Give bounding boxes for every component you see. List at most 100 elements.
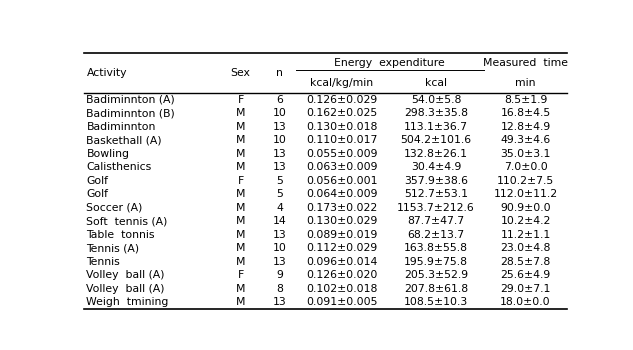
Text: 0.162±0.025: 0.162±0.025 — [306, 108, 378, 118]
Text: M: M — [236, 230, 246, 240]
Text: 16.8±4.5: 16.8±4.5 — [500, 108, 551, 118]
Text: min: min — [515, 78, 536, 88]
Text: 23.0±4.8: 23.0±4.8 — [500, 243, 551, 253]
Text: 10: 10 — [272, 108, 286, 118]
Text: 54.0±5.8: 54.0±5.8 — [411, 95, 461, 105]
Text: 0.126±0.029: 0.126±0.029 — [306, 95, 378, 105]
Text: 90.9±0.0: 90.9±0.0 — [500, 203, 551, 213]
Text: 0.102±0.018: 0.102±0.018 — [306, 284, 378, 294]
Text: Calisthenics: Calisthenics — [87, 162, 152, 172]
Text: 0.064±0.009: 0.064±0.009 — [306, 189, 378, 199]
Text: 10: 10 — [272, 243, 286, 253]
Text: 13: 13 — [273, 297, 286, 307]
Text: 7.0±0.0: 7.0±0.0 — [504, 162, 548, 172]
Text: 13: 13 — [273, 122, 286, 132]
Text: Golf: Golf — [87, 189, 108, 199]
Text: Weigh  tmining: Weigh tmining — [87, 297, 169, 307]
Text: 195.9±75.8: 195.9±75.8 — [404, 257, 468, 267]
Text: 298.3±35.8: 298.3±35.8 — [404, 108, 468, 118]
Text: 5: 5 — [276, 189, 283, 199]
Text: Table  tonnis: Table tonnis — [87, 230, 155, 240]
Text: Measured  time: Measured time — [483, 58, 568, 68]
Text: 11.2±1.1: 11.2±1.1 — [500, 230, 551, 240]
Text: 5: 5 — [276, 176, 283, 186]
Text: M: M — [236, 216, 246, 226]
Text: 9: 9 — [276, 270, 283, 280]
Text: M: M — [236, 122, 246, 132]
Text: kcal: kcal — [425, 78, 447, 88]
Text: 18.0±0.0: 18.0±0.0 — [500, 297, 551, 307]
Text: 0.063±0.009: 0.063±0.009 — [306, 162, 378, 172]
Text: Badiminnton (A): Badiminnton (A) — [87, 95, 175, 105]
Text: n: n — [276, 68, 283, 78]
Text: F: F — [237, 270, 244, 280]
Text: 29.0±7.1: 29.0±7.1 — [500, 284, 551, 294]
Text: Badiminnton: Badiminnton — [87, 122, 156, 132]
Text: Badiminnton (B): Badiminnton (B) — [87, 108, 175, 118]
Text: 0.130±0.029: 0.130±0.029 — [306, 216, 378, 226]
Text: 4: 4 — [276, 203, 283, 213]
Text: 35.0±3.1: 35.0±3.1 — [500, 149, 551, 159]
Text: F: F — [237, 95, 244, 105]
Text: Tennis: Tennis — [87, 257, 120, 267]
Text: 49.3±4.6: 49.3±4.6 — [500, 135, 551, 145]
Text: 0.089±0.019: 0.089±0.019 — [306, 230, 378, 240]
Text: M: M — [236, 243, 246, 253]
Text: 0.096±0.014: 0.096±0.014 — [306, 257, 378, 267]
Text: Volley  ball (A): Volley ball (A) — [87, 270, 165, 280]
Text: 0.112±0.029: 0.112±0.029 — [306, 243, 378, 253]
Text: M: M — [236, 284, 246, 294]
Text: 28.5±7.8: 28.5±7.8 — [500, 257, 551, 267]
Text: 12.8±4.9: 12.8±4.9 — [500, 122, 551, 132]
Text: 0.130±0.018: 0.130±0.018 — [306, 122, 378, 132]
Text: 68.2±13.7: 68.2±13.7 — [408, 230, 465, 240]
Text: M: M — [236, 203, 246, 213]
Text: 0.091±0.005: 0.091±0.005 — [306, 297, 378, 307]
Text: M: M — [236, 108, 246, 118]
Text: 6: 6 — [276, 95, 283, 105]
Text: 207.8±61.8: 207.8±61.8 — [404, 284, 468, 294]
Text: 357.9±38.6: 357.9±38.6 — [404, 176, 468, 186]
Text: 0.055±0.009: 0.055±0.009 — [306, 149, 378, 159]
Text: Soccer (A): Soccer (A) — [87, 203, 143, 213]
Text: 30.4±4.9: 30.4±4.9 — [411, 162, 461, 172]
Text: 110.2±7.5: 110.2±7.5 — [497, 176, 554, 186]
Text: Soft  tennis (A): Soft tennis (A) — [87, 216, 168, 226]
Text: M: M — [236, 257, 246, 267]
Text: 108.5±10.3: 108.5±10.3 — [404, 297, 468, 307]
Text: 13: 13 — [273, 230, 286, 240]
Text: Golf: Golf — [87, 176, 108, 186]
Text: 10.2±4.2: 10.2±4.2 — [500, 216, 551, 226]
Text: M: M — [236, 162, 246, 172]
Text: 512.7±53.1: 512.7±53.1 — [404, 189, 468, 199]
Text: 112.0±11.2: 112.0±11.2 — [494, 189, 558, 199]
Text: 87.7±47.7: 87.7±47.7 — [408, 216, 465, 226]
Text: 10: 10 — [272, 135, 286, 145]
Text: 113.1±36.7: 113.1±36.7 — [404, 122, 468, 132]
Text: Energy  expenditure: Energy expenditure — [334, 58, 445, 68]
Text: 0.173±0.022: 0.173±0.022 — [306, 203, 378, 213]
Text: 0.110±0.017: 0.110±0.017 — [306, 135, 378, 145]
Text: 14: 14 — [273, 216, 286, 226]
Text: 8: 8 — [276, 284, 283, 294]
Text: Volley  ball (A): Volley ball (A) — [87, 284, 165, 294]
Text: M: M — [236, 135, 246, 145]
Text: Bowling: Bowling — [87, 149, 130, 159]
Text: 504.2±101.6: 504.2±101.6 — [401, 135, 472, 145]
Text: 13: 13 — [273, 257, 286, 267]
Text: Activity: Activity — [87, 68, 127, 78]
Text: F: F — [237, 176, 244, 186]
Text: 13: 13 — [273, 162, 286, 172]
Text: Sex: Sex — [230, 68, 251, 78]
Text: 25.6±4.9: 25.6±4.9 — [500, 270, 551, 280]
Text: 0.126±0.020: 0.126±0.020 — [306, 270, 378, 280]
Text: 0.056±0.001: 0.056±0.001 — [306, 176, 378, 186]
Text: 205.3±52.9: 205.3±52.9 — [404, 270, 468, 280]
Text: 8.5±1.9: 8.5±1.9 — [504, 95, 547, 105]
Text: Baskethall (A): Baskethall (A) — [87, 135, 162, 145]
Text: 163.8±55.8: 163.8±55.8 — [404, 243, 468, 253]
Text: M: M — [236, 189, 246, 199]
Text: 1153.7±212.6: 1153.7±212.6 — [397, 203, 475, 213]
Text: kcal/kg/min: kcal/kg/min — [310, 78, 373, 88]
Text: 132.8±26.1: 132.8±26.1 — [404, 149, 468, 159]
